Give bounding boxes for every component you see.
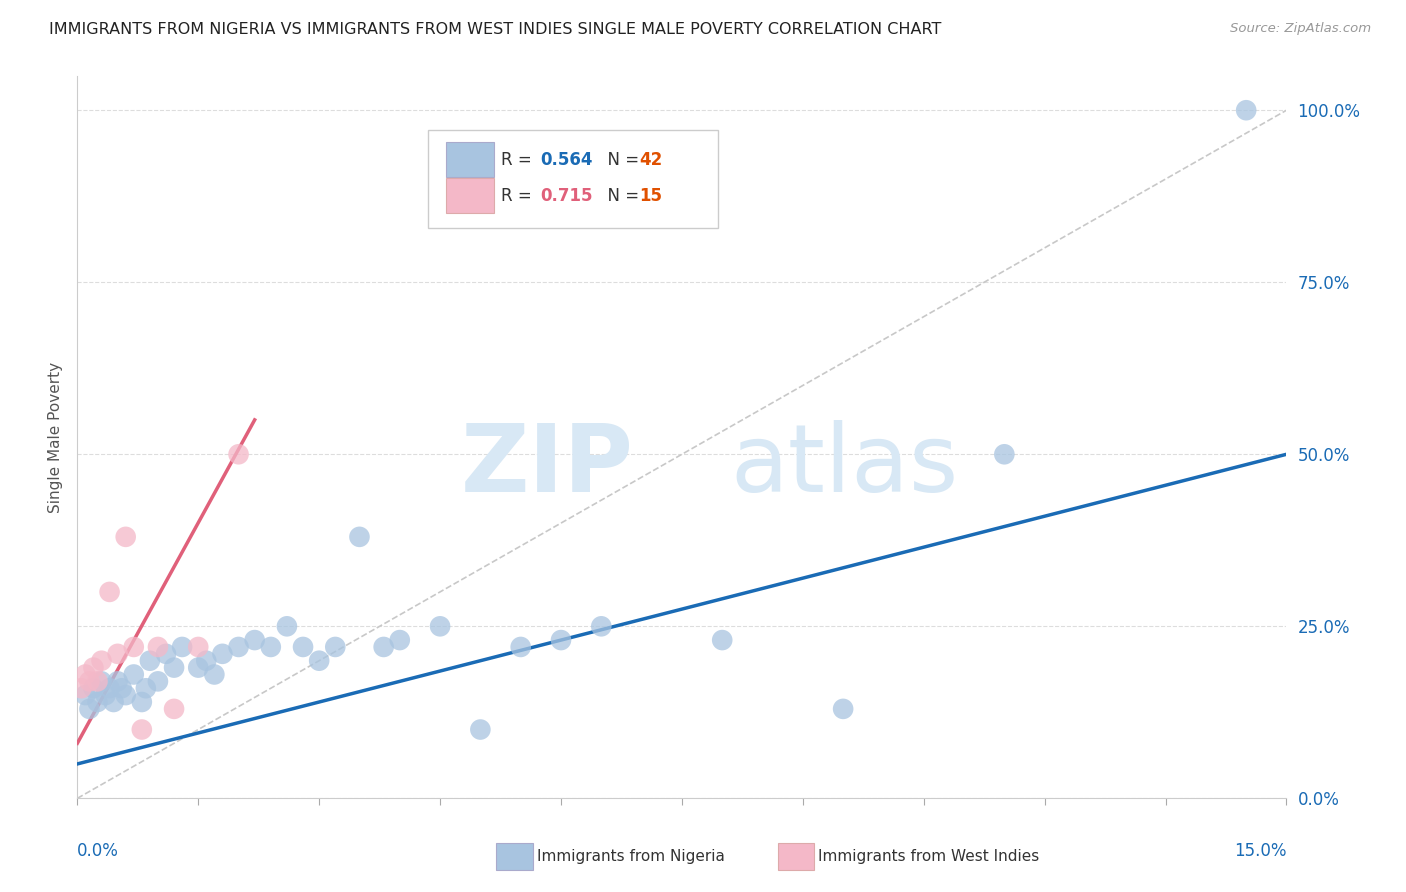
Point: [107, 674, 129, 689]
Point: [711, 633, 734, 648]
Point: [550, 633, 572, 648]
Point: [388, 633, 411, 648]
Text: atlas: atlas: [730, 420, 959, 512]
Point: [139, 654, 162, 668]
Point: [82, 681, 104, 696]
Point: [131, 723, 153, 737]
Point: [111, 681, 134, 696]
Point: [228, 640, 250, 654]
Point: [114, 530, 136, 544]
Text: 0.564: 0.564: [540, 151, 593, 169]
Text: R =: R =: [501, 151, 541, 169]
Point: [90, 674, 112, 689]
Point: [276, 619, 298, 633]
Point: [103, 695, 125, 709]
Point: [163, 702, 186, 716]
Point: [146, 674, 169, 689]
Text: Immigrants from Nigeria: Immigrants from Nigeria: [537, 849, 725, 863]
Point: [260, 640, 283, 654]
Text: ZIP: ZIP: [461, 420, 634, 512]
FancyBboxPatch shape: [446, 143, 495, 177]
Point: [146, 640, 169, 654]
Text: IMMIGRANTS FROM NIGERIA VS IMMIGRANTS FROM WEST INDIES SINGLE MALE POVERTY CORRE: IMMIGRANTS FROM NIGERIA VS IMMIGRANTS FR…: [49, 22, 942, 37]
Point: [70, 681, 93, 696]
Point: [98, 585, 121, 599]
Point: [243, 633, 266, 648]
Text: 0.715: 0.715: [540, 186, 593, 205]
Point: [135, 681, 157, 696]
Point: [90, 654, 112, 668]
Point: [832, 702, 855, 716]
Point: [292, 640, 315, 654]
Point: [75, 688, 97, 702]
FancyBboxPatch shape: [446, 178, 495, 213]
Text: 0.0%: 0.0%: [77, 842, 120, 860]
Point: [202, 667, 225, 681]
Point: [349, 530, 371, 544]
Point: [993, 447, 1015, 461]
Text: 42: 42: [640, 151, 662, 169]
Text: R =: R =: [501, 186, 541, 205]
Y-axis label: Single Male Poverty: Single Male Poverty: [48, 361, 63, 513]
Point: [373, 640, 395, 654]
Point: [509, 640, 531, 654]
Point: [211, 647, 233, 661]
Point: [86, 695, 108, 709]
Text: Immigrants from West Indies: Immigrants from West Indies: [818, 849, 1039, 863]
Point: [86, 674, 108, 689]
Point: [79, 702, 101, 716]
Point: [308, 654, 330, 668]
Point: [470, 723, 492, 737]
Point: [107, 647, 129, 661]
Point: [131, 695, 153, 709]
Text: N =: N =: [598, 186, 644, 205]
Point: [187, 640, 209, 654]
Point: [98, 681, 121, 696]
Text: Source: ZipAtlas.com: Source: ZipAtlas.com: [1230, 22, 1371, 36]
Point: [591, 619, 613, 633]
Point: [114, 688, 136, 702]
Point: [323, 640, 346, 654]
Point: [122, 640, 145, 654]
Point: [79, 674, 101, 689]
Point: [195, 654, 218, 668]
Text: 15: 15: [640, 186, 662, 205]
Point: [155, 647, 177, 661]
Point: [163, 660, 186, 674]
Point: [94, 688, 117, 702]
Point: [82, 660, 104, 674]
Point: [172, 640, 194, 654]
Point: [187, 660, 209, 674]
Text: 15.0%: 15.0%: [1234, 842, 1286, 860]
Point: [228, 447, 250, 461]
Point: [75, 667, 97, 681]
Point: [122, 667, 145, 681]
Text: N =: N =: [598, 151, 644, 169]
Point: [429, 619, 451, 633]
FancyBboxPatch shape: [427, 130, 718, 227]
Point: [1234, 103, 1257, 118]
